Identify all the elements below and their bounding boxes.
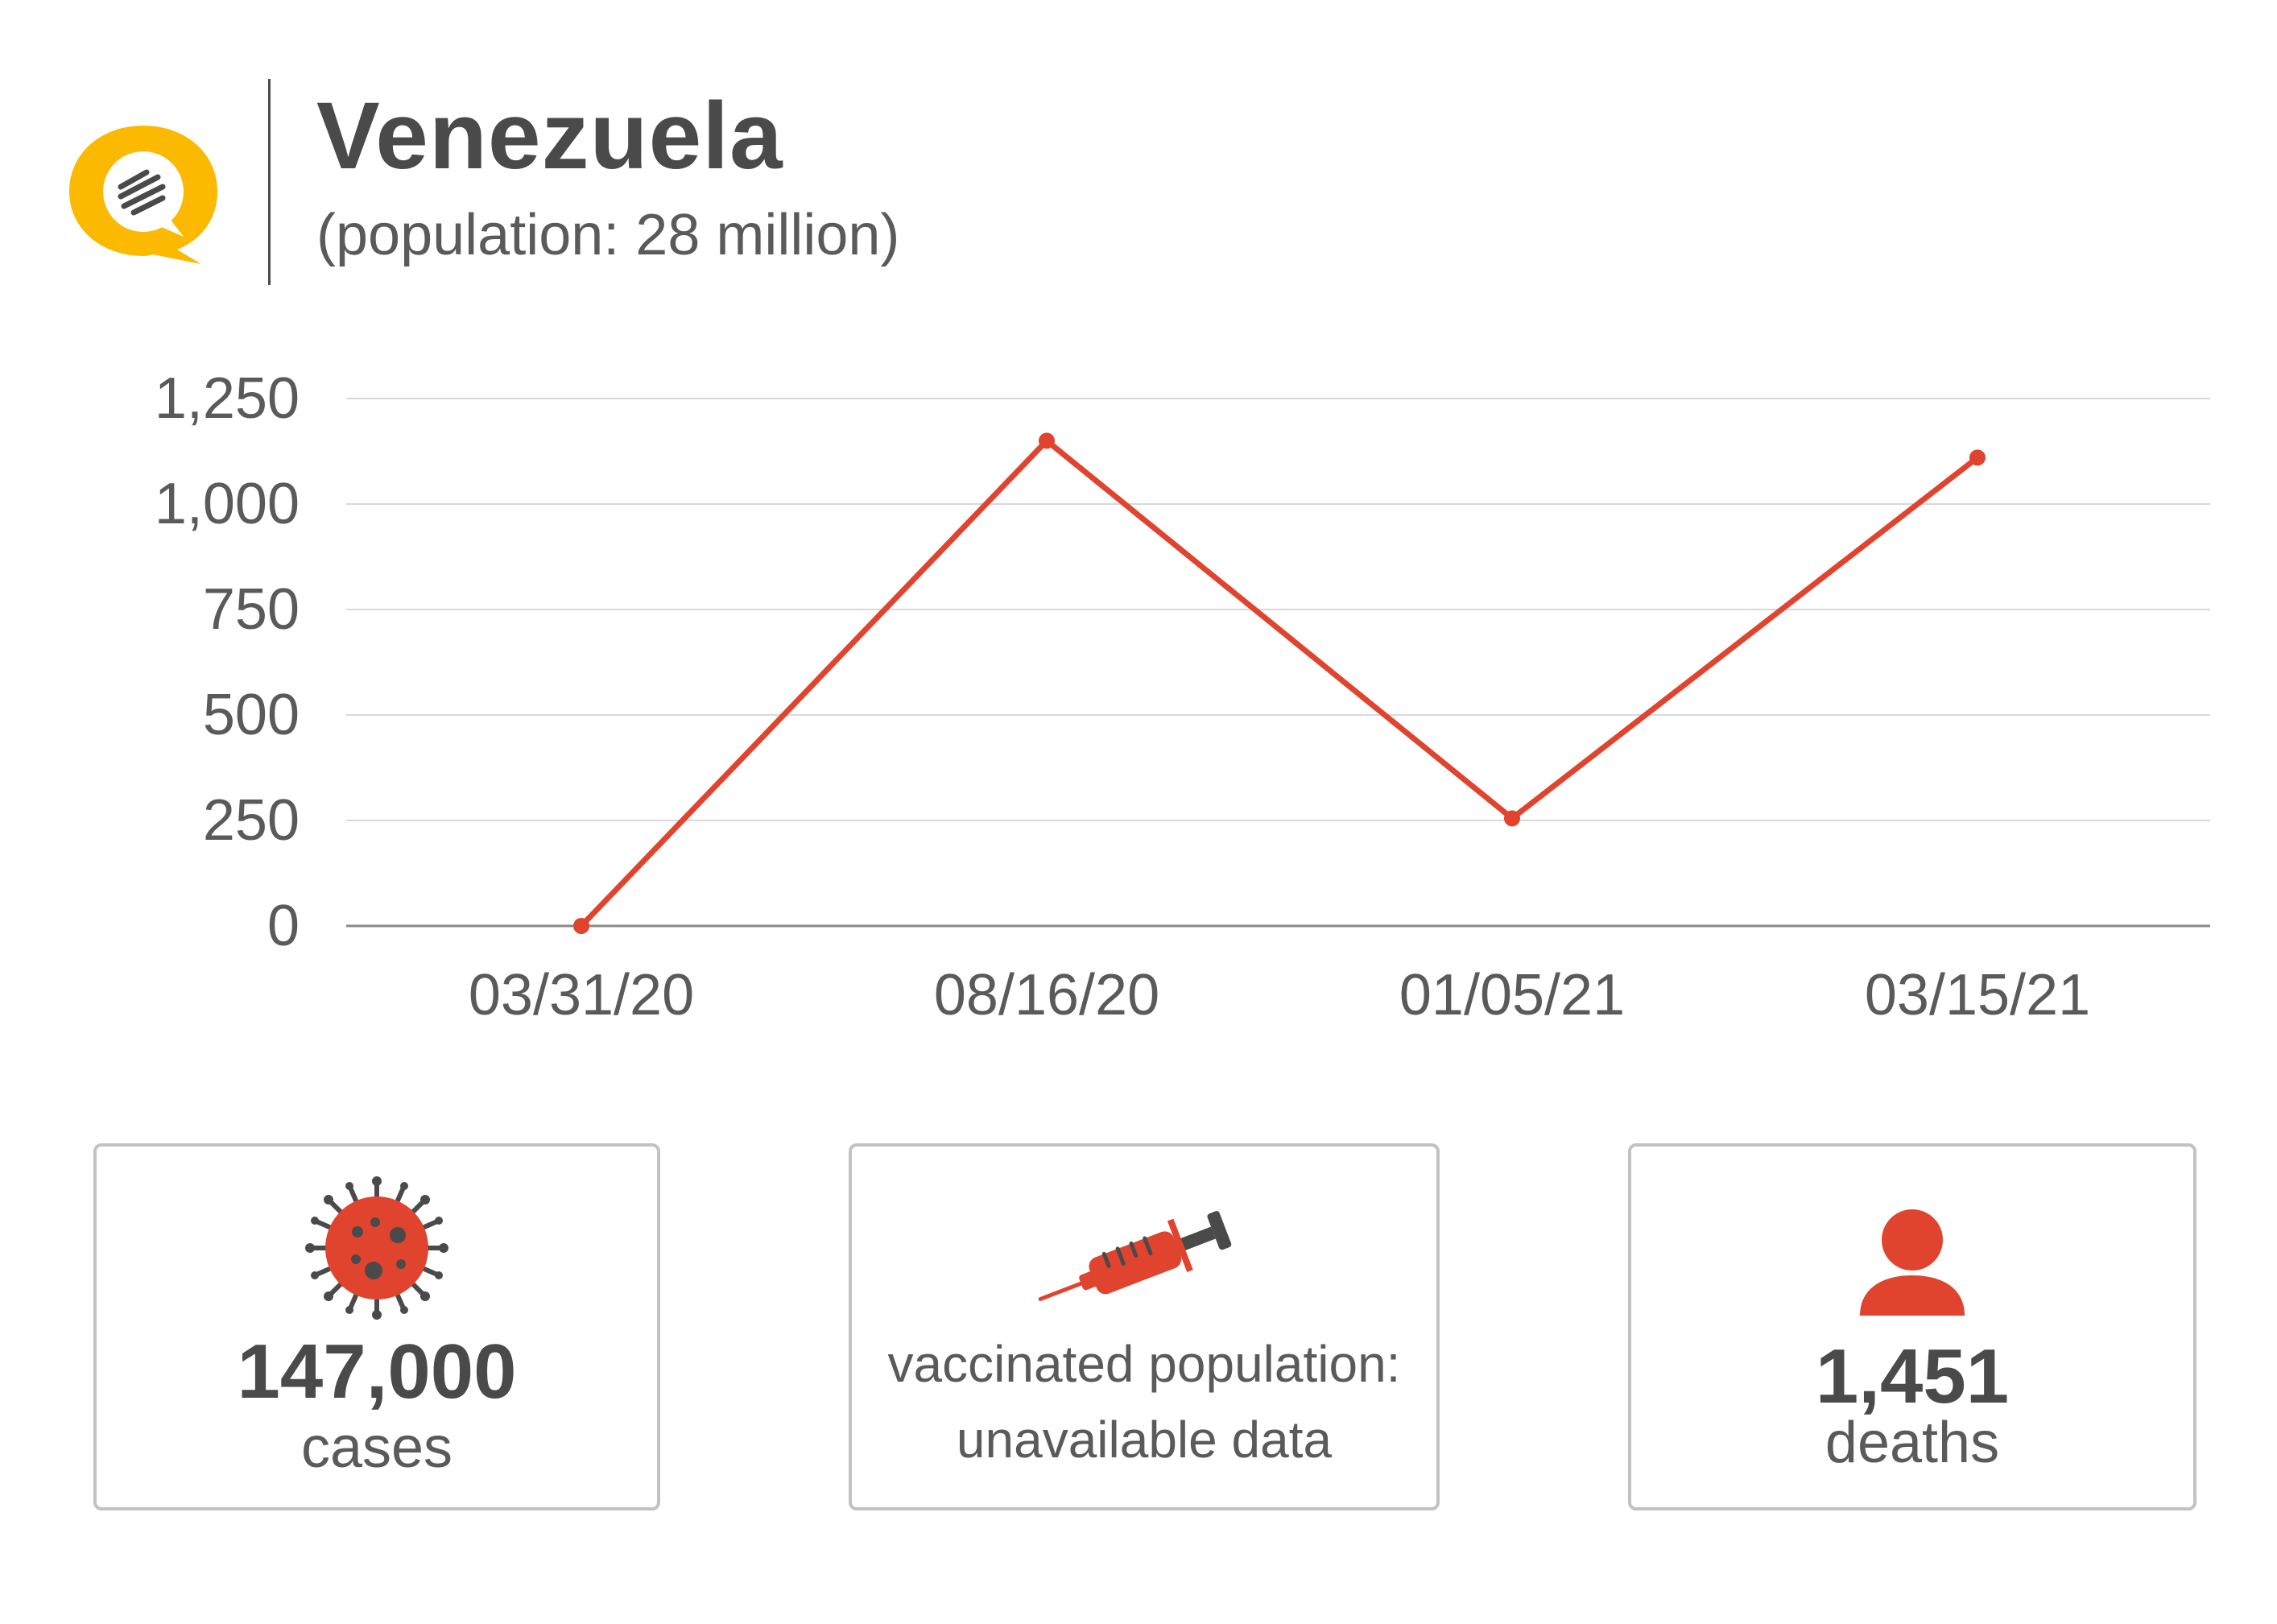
vaccinated-label-line2: unavailable data: [956, 1411, 1333, 1469]
y-tick-label: 750: [203, 577, 300, 642]
x-tick-label: 01/05/21: [1399, 963, 1625, 1027]
x-tick-label: 03/15/21: [1865, 963, 2090, 1027]
y-tick-label: 1,000: [155, 472, 300, 536]
y-tick-label: 0: [267, 894, 300, 958]
deaths-value: 1,451: [1815, 1333, 2010, 1419]
data-point: [1039, 432, 1055, 449]
vaccinated-card: vaccinated population: unavailable data: [849, 1143, 1440, 1510]
deaths-card: 1,451 deaths: [1628, 1143, 2196, 1510]
vaccinated-label-line1: vaccinated population:: [887, 1335, 1401, 1393]
y-tick-label: 500: [203, 683, 300, 747]
y-tick-label: 1,250: [155, 366, 300, 431]
person-icon: [1860, 1209, 1965, 1320]
data-point: [573, 918, 589, 934]
virus-icon: [304, 1176, 449, 1324]
header-divider: [268, 79, 271, 285]
series-line: [578, 437, 1981, 929]
x-tick-label: 08/16/20: [934, 963, 1159, 1027]
logo-icon: [63, 119, 224, 271]
data-point: [1969, 449, 1986, 466]
cases-value: 147,000: [237, 1329, 517, 1415]
page-title: Venezuela: [316, 83, 783, 189]
deaths-label: deaths: [1824, 1411, 2000, 1475]
cases-card: 147,000 cases: [93, 1143, 660, 1510]
x-tick-label: 03/31/20: [469, 963, 694, 1027]
data-point: [1504, 810, 1520, 827]
page-subtitle: (population: 28 million): [316, 203, 900, 267]
cases-label: cases: [300, 1415, 453, 1480]
syringe-icon: [1031, 1211, 1257, 1312]
y-tick-label: 250: [203, 788, 300, 853]
line-chart: 0 250 500 750 1,000 1,250 03/31/20 08/16/20 01/0…: [155, 366, 2210, 1027]
